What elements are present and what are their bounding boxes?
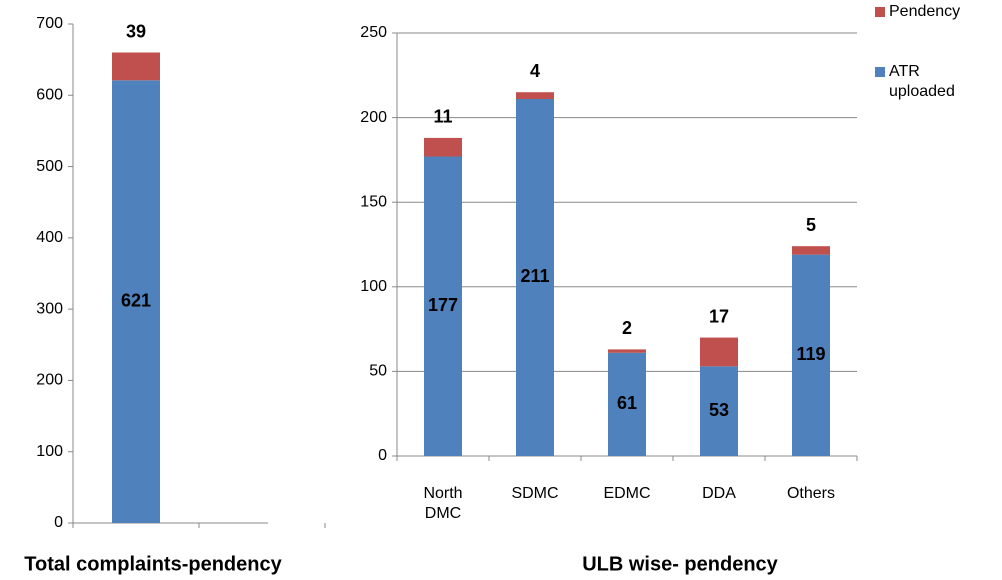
y-tick-label: 50 <box>369 363 387 380</box>
y-tick-label: 0 <box>54 514 63 531</box>
y-tick-label: 300 <box>36 300 63 317</box>
legend-swatch <box>875 67 885 77</box>
bar-segment <box>700 337 738 367</box>
data-label: 177 <box>428 295 458 315</box>
data-label: 4 <box>530 61 540 81</box>
y-tick-label: 200 <box>36 372 63 389</box>
data-label: 11 <box>433 107 452 127</box>
data-label: 5 <box>806 215 816 235</box>
y-tick-label: 150 <box>360 193 387 210</box>
legend-label: ATR uploaded <box>889 63 955 100</box>
y-tick-label: 0 <box>378 447 387 464</box>
legend-swatch <box>875 7 885 17</box>
x-tick-label: EDMC <box>603 485 651 502</box>
bar-segment <box>516 98 554 456</box>
bar-segment <box>792 246 830 255</box>
y-tick-label: 200 <box>360 109 387 126</box>
y-tick-label: 700 <box>36 15 63 32</box>
bar-segment <box>516 92 554 99</box>
data-label: 621 <box>121 290 151 310</box>
legend-label: Pendency <box>889 3 961 20</box>
x-tick-label: DDA <box>702 485 736 502</box>
data-label: 17 <box>709 306 729 326</box>
data-label: 2 <box>622 318 632 338</box>
y-tick-label: 100 <box>360 278 387 295</box>
data-label: 211 <box>520 266 549 286</box>
bar-segment <box>700 366 738 456</box>
bar-segment <box>112 52 160 81</box>
data-label: 61 <box>617 393 637 413</box>
y-tick-label: 600 <box>36 87 63 104</box>
y-tick-label: 400 <box>36 229 63 246</box>
x-tick-label: Others <box>786 485 835 502</box>
data-label: 53 <box>709 400 729 420</box>
data-label: 119 <box>796 344 825 364</box>
bar-segment <box>424 156 462 457</box>
x-tick-label: SDMC <box>511 485 559 502</box>
bar-segment <box>112 80 160 524</box>
bar-segment <box>424 137 462 157</box>
data-label: 39 <box>126 21 146 41</box>
bar-segment <box>608 352 646 456</box>
y-tick-label: 100 <box>36 443 63 460</box>
chart-title: Total complaints-pendency <box>24 553 282 575</box>
y-tick-label: 500 <box>36 158 63 175</box>
bar-segment <box>792 254 830 456</box>
chart-title: ULB wise- pendency <box>582 553 778 575</box>
x-tick-label: North DMC <box>423 485 463 522</box>
y-tick-label: 250 <box>360 24 387 41</box>
bar-segment <box>608 349 646 353</box>
